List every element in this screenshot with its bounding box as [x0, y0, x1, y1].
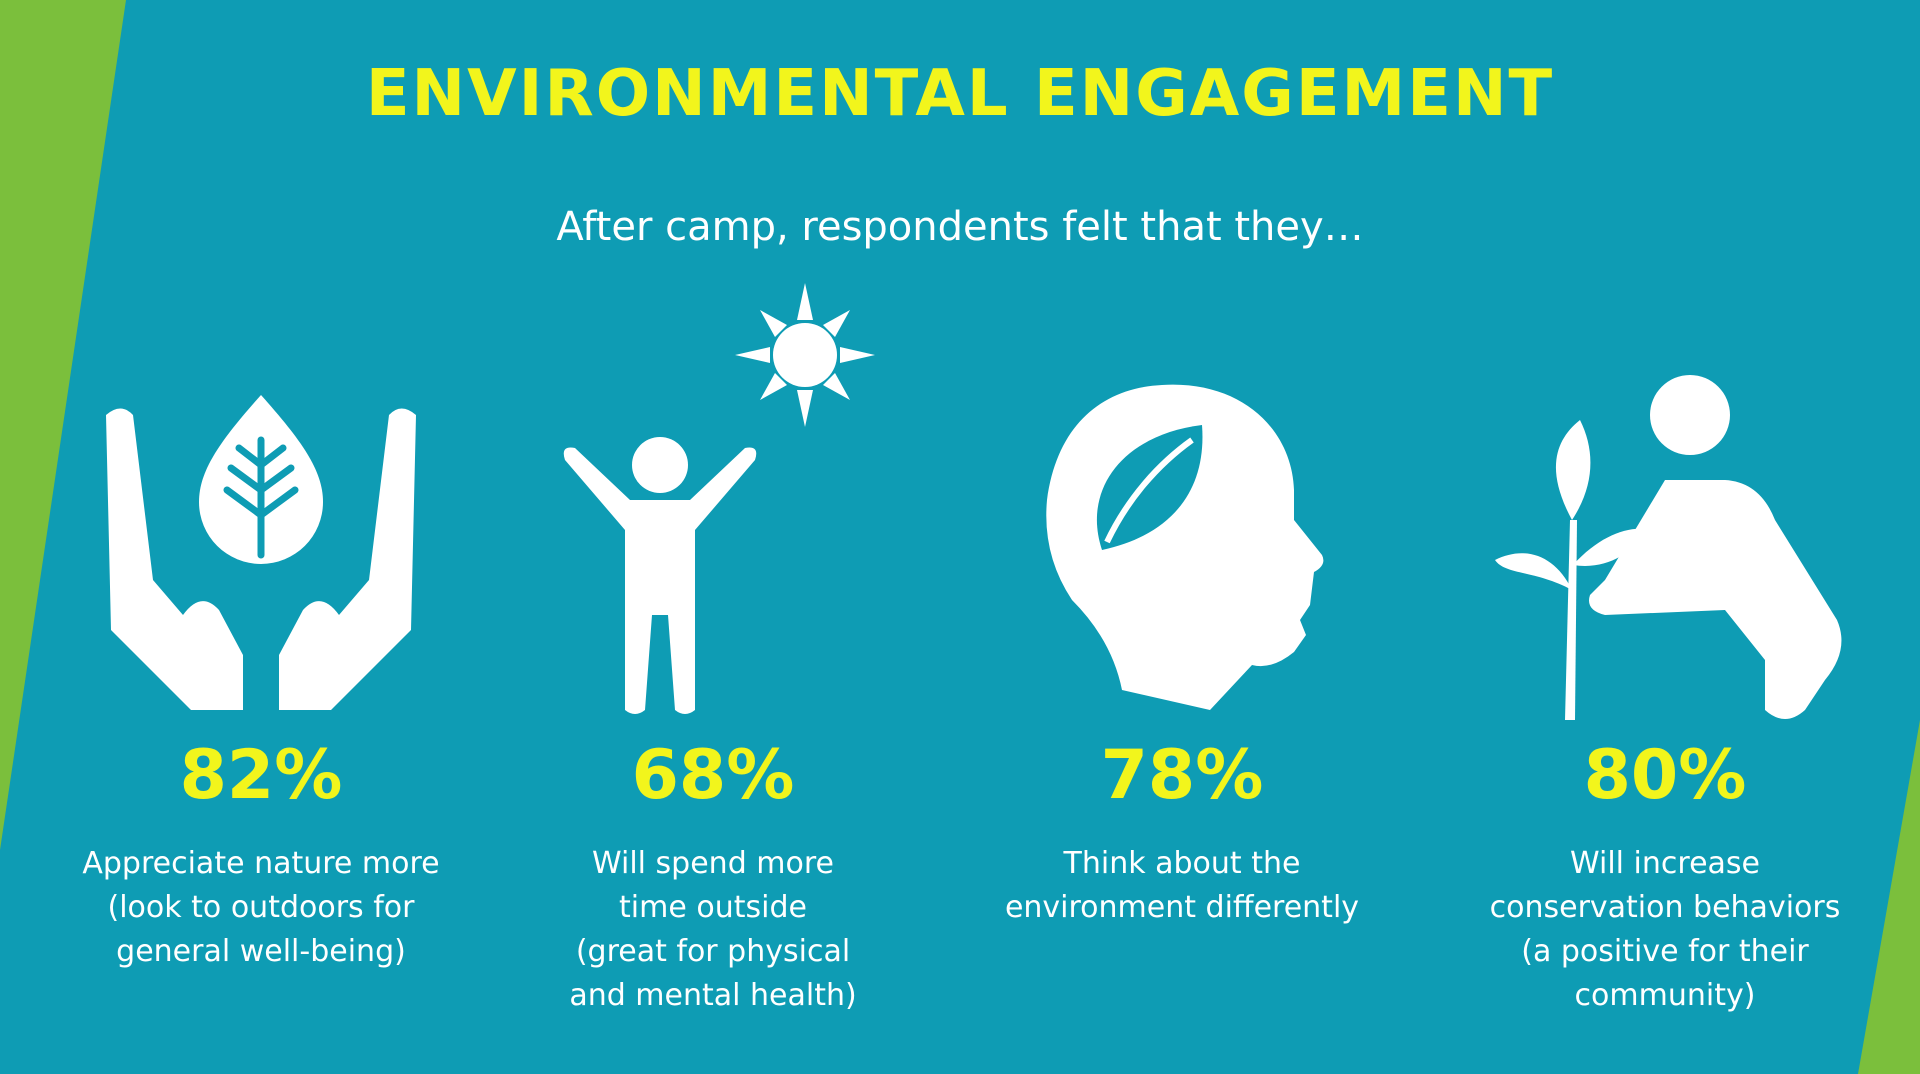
stat-description: (great for physical: [576, 934, 850, 969]
green-stripe-left: [0, 0, 126, 850]
stat-description: conservation behaviors: [1490, 890, 1841, 925]
stat-description: (look to outdoors for: [108, 890, 416, 925]
stat-description: environment differently: [1005, 890, 1359, 925]
stat-description: general well-being): [116, 934, 406, 969]
person-sun-icon: [563, 283, 875, 714]
subtitle: After camp, respondents felt that they…: [556, 204, 1363, 250]
head-leaf-icon: [1046, 384, 1324, 711]
stat-description: Appreciate nature more: [82, 846, 439, 881]
stat-value: 68%: [632, 736, 795, 815]
stat-value: 82%: [180, 736, 343, 815]
green-stripe-right: [1858, 720, 1920, 1074]
stat-description: time outside: [619, 890, 807, 925]
stat-value: 80%: [1584, 736, 1747, 815]
stat-description: community): [1575, 978, 1756, 1013]
title: ENVIRONMENTAL ENGAGEMENT: [366, 57, 1554, 131]
person-plant-icon: [1495, 375, 1842, 720]
stat-description: Will spend more: [592, 846, 834, 881]
stat-description: Think about the: [1063, 846, 1301, 881]
stat-description: (a positive for their: [1521, 934, 1809, 969]
stat-description: and mental health): [569, 978, 856, 1013]
hands-leaf-icon: [106, 395, 416, 710]
stat-description: Will increase: [1570, 846, 1760, 881]
stat-value: 78%: [1101, 736, 1264, 815]
